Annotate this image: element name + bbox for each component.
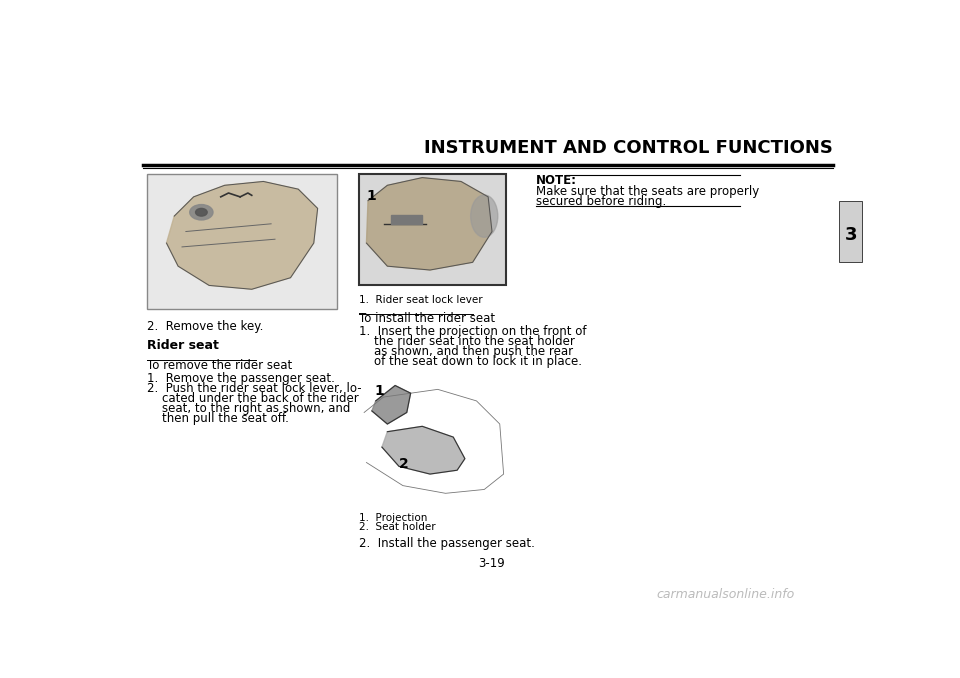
- Bar: [359, 382, 510, 501]
- Bar: [359, 174, 506, 285]
- Polygon shape: [372, 386, 411, 424]
- Text: 2.  Install the passenger seat.: 2. Install the passenger seat.: [359, 537, 535, 551]
- Text: 1: 1: [367, 189, 376, 203]
- Text: 3-19: 3-19: [479, 557, 505, 570]
- Bar: [392, 214, 422, 224]
- Text: as shown, and then push the rear: as shown, and then push the rear: [359, 344, 573, 358]
- Polygon shape: [364, 389, 504, 494]
- Polygon shape: [166, 182, 318, 290]
- Text: secured before riding.: secured before riding.: [537, 195, 666, 207]
- Polygon shape: [382, 426, 465, 474]
- Bar: [839, 201, 862, 262]
- Text: cated under the back of the rider: cated under the back of the rider: [147, 393, 359, 405]
- Text: NOTE:: NOTE:: [537, 174, 577, 186]
- Text: 2.  Push the rider seat lock lever, lo-: 2. Push the rider seat lock lever, lo-: [147, 382, 362, 395]
- Text: Rider seat: Rider seat: [147, 339, 219, 353]
- Text: Make sure that the seats are properly: Make sure that the seats are properly: [537, 184, 759, 197]
- Ellipse shape: [190, 205, 213, 220]
- Text: 1.  Insert the projection on the front of: 1. Insert the projection on the front of: [359, 325, 587, 338]
- Text: then pull the seat off.: then pull the seat off.: [147, 412, 289, 426]
- Text: 2.  Remove the key.: 2. Remove the key.: [147, 320, 263, 333]
- Text: 1.  Projection: 1. Projection: [359, 513, 427, 523]
- Text: 2.  Seat holder: 2. Seat holder: [359, 522, 435, 532]
- Text: 2: 2: [399, 457, 409, 471]
- Text: 1: 1: [374, 384, 384, 398]
- Ellipse shape: [196, 208, 207, 216]
- Text: 1.  Remove the passenger seat.: 1. Remove the passenger seat.: [147, 372, 335, 385]
- Text: 1.  Rider seat lock lever: 1. Rider seat lock lever: [359, 296, 482, 305]
- Text: seat, to the right as shown, and: seat, to the right as shown, and: [147, 403, 350, 416]
- Polygon shape: [367, 178, 492, 270]
- Ellipse shape: [470, 195, 498, 237]
- Text: of the seat down to lock it in place.: of the seat down to lock it in place.: [359, 355, 582, 367]
- Text: 3: 3: [845, 226, 857, 244]
- Text: the rider seat into the seat holder: the rider seat into the seat holder: [359, 335, 575, 348]
- Text: To remove the rider seat: To remove the rider seat: [147, 359, 293, 372]
- Bar: [147, 174, 337, 308]
- Text: To install the rider seat: To install the rider seat: [359, 313, 494, 325]
- Text: carmanualsonline.info: carmanualsonline.info: [656, 588, 794, 601]
- Text: INSTRUMENT AND CONTROL FUNCTIONS: INSTRUMENT AND CONTROL FUNCTIONS: [424, 139, 833, 157]
